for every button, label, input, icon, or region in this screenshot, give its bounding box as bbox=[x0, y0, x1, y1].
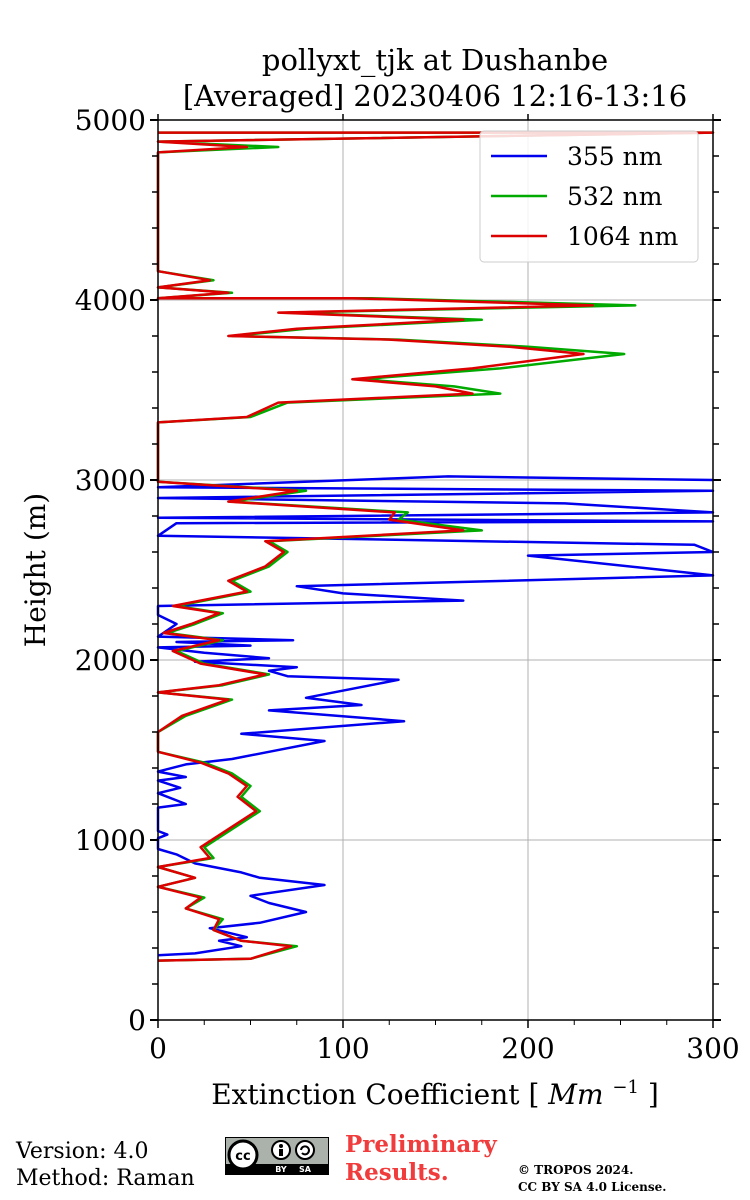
copyright-line2: CC BY SA 4.0 License. bbox=[518, 1180, 667, 1194]
version-text: Version: 4.0 bbox=[16, 1139, 149, 1164]
legend-label-532: 532 nm bbox=[567, 182, 663, 211]
series-lines bbox=[156, 131, 715, 962]
x-axis-label-text: Extinction Coefficient bbox=[211, 1078, 520, 1111]
axis-ticks bbox=[150, 114, 721, 1028]
extinction-profile-chart: pollyxt_tjk at Dushanbe [Averaged] 20230… bbox=[19, 43, 740, 1111]
sa-sharealike-icon bbox=[295, 1140, 315, 1160]
y-tick-label: 2000 bbox=[75, 644, 146, 677]
y-tick-label: 1000 bbox=[75, 824, 146, 857]
legend-box bbox=[479, 130, 699, 263]
method-text: Method: Raman bbox=[16, 1166, 195, 1191]
y-tick-label: 3000 bbox=[75, 464, 146, 497]
x-tick-label: 100 bbox=[316, 1032, 369, 1065]
legend-label-355: 355 nm bbox=[567, 142, 663, 171]
copyright-line1: © TROPOS 2024. bbox=[518, 1163, 634, 1177]
series-line-1064-nm bbox=[156, 131, 715, 962]
x-axis-label: Extinction Coefficient [ Mm −1 ] bbox=[211, 1067, 659, 1111]
legend: 355 nm 532 nm 1064 nm bbox=[479, 130, 699, 263]
x-tick-label: 200 bbox=[501, 1032, 554, 1065]
y-tick-label: 5000 bbox=[75, 104, 146, 137]
y-tick-label: 4000 bbox=[75, 284, 146, 317]
cc-logo-icon bbox=[227, 1139, 259, 1171]
chart-title-line2: [Averaged] 20230406 12:16-13:16 bbox=[183, 79, 687, 113]
x-axis-label-unit: Mm bbox=[547, 1078, 603, 1111]
x-axis-label-close-bracket: ] bbox=[648, 1078, 659, 1111]
x-tick-label: 300 bbox=[686, 1032, 739, 1065]
cc-logo-text: cc bbox=[235, 1149, 250, 1164]
cc-by-sa-badge: cc BY SA bbox=[225, 1137, 329, 1175]
chart-title-line1: pollyxt_tjk at Dushanbe bbox=[262, 43, 608, 78]
x-tick-label: 0 bbox=[149, 1032, 167, 1065]
series-line-355-nm bbox=[156, 475, 715, 957]
y-axis-label: Height (m) bbox=[19, 493, 52, 647]
x-axis-label-open-bracket: [ bbox=[528, 1078, 539, 1111]
by-label: BY bbox=[275, 1165, 287, 1174]
y-tick-label: 0 bbox=[128, 1004, 146, 1037]
preliminary-results-line2: Results. bbox=[345, 1159, 449, 1186]
sa-label: SA bbox=[299, 1165, 312, 1174]
legend-label-1064: 1064 nm bbox=[567, 222, 679, 251]
x-axis-label-exponent: −1 bbox=[612, 1077, 639, 1098]
preliminary-results-line1: Preliminary bbox=[345, 1131, 497, 1158]
